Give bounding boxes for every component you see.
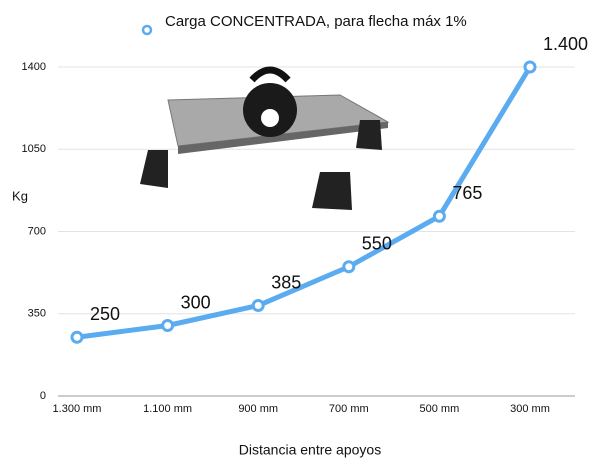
- data-line: [76, 65, 533, 340]
- legend-label: Carga CONCENTRADA, para flecha máx 1%: [165, 13, 467, 30]
- y-tick-label: 350: [28, 308, 46, 320]
- x-tick-label: 900 mm: [238, 403, 278, 415]
- data-label: 765: [452, 183, 482, 203]
- legend-marker: [141, 24, 153, 36]
- data-label: 300: [181, 292, 211, 312]
- data-point: [523, 60, 537, 74]
- x-tick-label: 1.100 mm: [143, 403, 192, 415]
- data-label: 1.400: [543, 34, 588, 54]
- data-point: [70, 330, 84, 344]
- x-tick-label: 700 mm: [329, 403, 369, 415]
- x-axis-label: Distancia entre apoyos: [239, 442, 381, 458]
- y-tick-label: 1050: [22, 143, 46, 155]
- data-point: [342, 260, 356, 274]
- data-label: 550: [362, 234, 392, 254]
- y-tick-label: 0: [40, 390, 46, 402]
- y-axis-label: Kg: [12, 188, 28, 203]
- illustration: [140, 66, 390, 210]
- data-point: [432, 209, 446, 223]
- x-tick-label: 1.300 mm: [53, 403, 102, 415]
- data-label: 250: [90, 304, 120, 324]
- grid: [58, 66, 575, 397]
- y-tick-label: 700: [28, 225, 46, 237]
- x-tick-label: 500 mm: [420, 403, 460, 415]
- data-point: [161, 319, 175, 332]
- y-tick-label: 1400: [22, 61, 46, 73]
- data-label: 385: [271, 272, 301, 292]
- data-point: [251, 299, 265, 313]
- x-tick-label: 300 mm: [510, 403, 550, 415]
